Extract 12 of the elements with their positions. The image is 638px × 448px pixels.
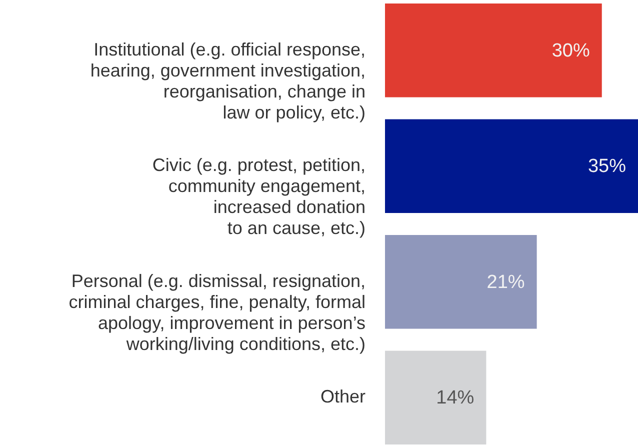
y-tick-label: Civic (e.g. protest, petition, community engagement, increased donation to an cause, etc.) (152, 155, 366, 238)
y-tick-label: Institutional (e.g. official response, hearing, government investigation, reorganisation, change in law or policy, etc.) (90, 39, 366, 122)
data-label: 30% (552, 40, 590, 62)
y-tick-label: Other (320, 386, 366, 407)
bar (385, 350, 486, 445)
data-label: 35% (588, 156, 626, 178)
data-label: 21% (486, 272, 525, 293)
data-label: 14% (436, 388, 474, 409)
bar (385, 119, 638, 214)
bar (385, 3, 602, 98)
y-tick-label: Personal (e.g. dismissal, resignation, criminal charges, fine, penalty, formal apology, improvement in person’s working/living conditions, etc.) (68, 270, 366, 354)
bar (385, 234, 537, 329)
